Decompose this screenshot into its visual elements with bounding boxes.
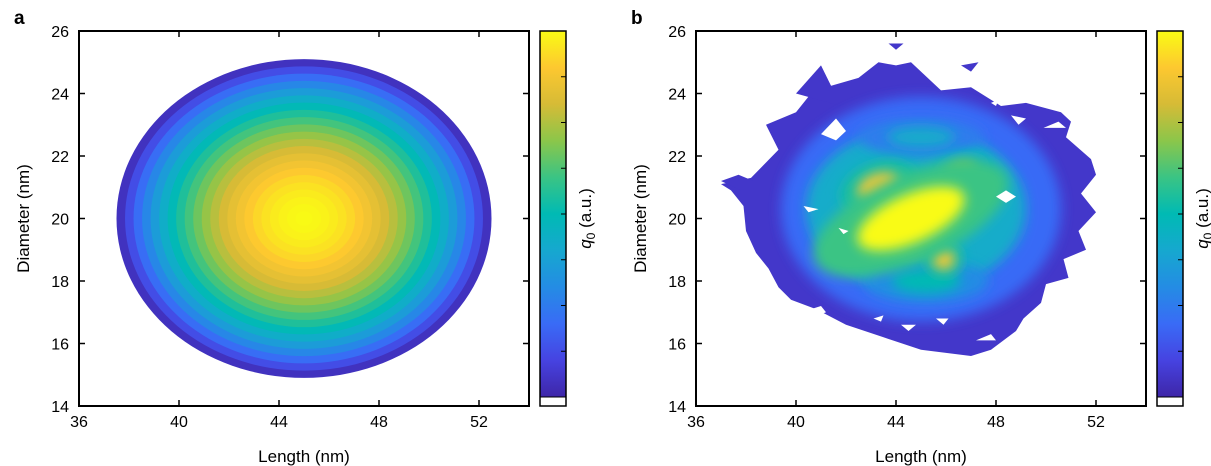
contour-level: [295, 211, 313, 226]
contour-island: [796, 65, 841, 106]
contour-island: [961, 62, 979, 72]
contour-hole: [936, 318, 949, 325]
contour-island: [721, 174, 754, 191]
x-tick-label: 52: [470, 414, 488, 431]
contour-hole: [976, 334, 996, 341]
y-tick-label: 14: [668, 399, 686, 416]
colorbar-title: q0 (a.u.): [1193, 188, 1211, 249]
contour-hole: [996, 190, 1016, 203]
y-tick-label: 26: [668, 24, 686, 41]
panel-label: b: [631, 8, 643, 29]
y-tick-label: 18: [51, 274, 69, 291]
x-tick-label: 40: [787, 414, 805, 431]
contour-hole: [991, 99, 999, 106]
y-tick-label: 18: [668, 274, 686, 291]
x-tick-label: 36: [70, 414, 88, 431]
x-axis-title: Length (nm): [258, 447, 350, 466]
y-tick-label: 20: [668, 212, 686, 229]
x-tick-label: 44: [270, 414, 288, 431]
colorbar-frame: [539, 30, 567, 407]
contour-hole: [838, 227, 849, 235]
contour-hole: [873, 315, 884, 322]
heatmap-field: [721, 43, 1096, 357]
contour-island: [888, 43, 904, 50]
x-tick-label: 48: [370, 414, 388, 431]
contour-hole: [1043, 121, 1066, 128]
chart-a: 36 40 44 48 52 14 16 18 20 22 24 26 Length (nm) Diame…: [14, 8, 598, 466]
y-axis-title: Diameter (nm): [631, 164, 650, 273]
y-tick-label: 24: [668, 87, 686, 104]
x-tick-label: 36: [687, 414, 705, 431]
contour-hole: [811, 306, 826, 316]
contour-hole: [803, 206, 819, 213]
chart-panel-a: 36 40 44 48 52 14 16 18 20 22 24 26 Length (nm) Diame…: [0, 0, 600, 466]
x-tick-label: 52: [1087, 414, 1105, 431]
x-axis-title: Length (nm): [875, 447, 967, 466]
y-tick-label: 20: [51, 212, 69, 229]
y-tick-label: 26: [51, 24, 69, 41]
y-tick-label: 22: [668, 149, 686, 166]
x-tick-label: 44: [887, 414, 905, 431]
x-tick-label: 40: [170, 414, 188, 431]
y-tick-label: 14: [51, 399, 69, 416]
y-tick-label: 22: [51, 149, 69, 166]
chart-panel-b: 36 40 44 48 52 14 16 18 20 22 24 26 Length (nm) Diame…: [617, 0, 1211, 466]
y-axis-title: Diameter (nm): [14, 164, 33, 273]
contour-hole: [821, 118, 846, 141]
colorbar-title: q0 (a.u.): [576, 188, 598, 249]
heatmap-field: [116, 59, 492, 378]
y-tick-label: 16: [668, 337, 686, 354]
hotspot-core: [857, 186, 965, 251]
x-tick-label: 48: [987, 414, 1005, 431]
chart-b: 36 40 44 48 52 14 16 18 20 22 24 26 Length (nm) Diame…: [631, 8, 1211, 466]
colorbar-frame: [1156, 30, 1184, 407]
contour-hole: [1011, 115, 1026, 125]
hotspot-core: [886, 126, 956, 148]
contour-hole: [901, 324, 916, 331]
y-tick-label: 16: [51, 337, 69, 354]
panel-label: a: [14, 8, 25, 29]
y-tick-label: 24: [51, 87, 69, 104]
